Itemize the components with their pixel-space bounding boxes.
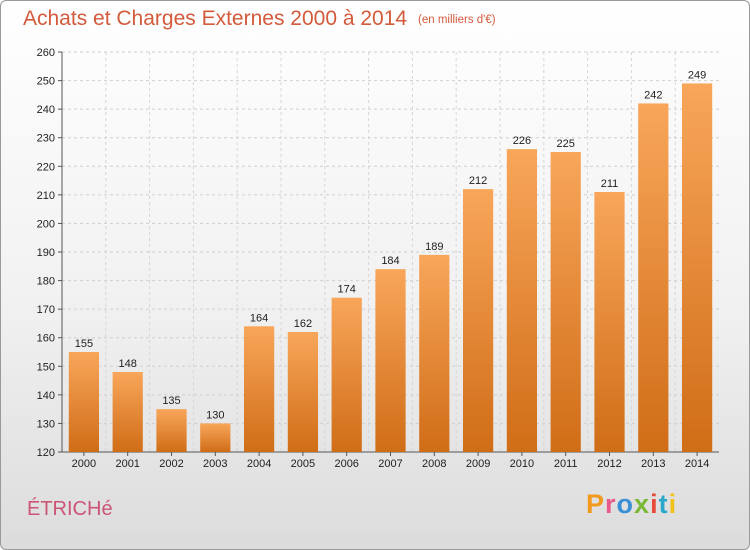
y-tick-label: 210 — [37, 190, 55, 202]
x-tick-label: 2012 — [597, 458, 621, 470]
bar-2012 — [594, 192, 625, 452]
data-label: 226 — [513, 135, 531, 147]
data-label: 189 — [425, 241, 443, 253]
y-tick-label: 250 — [37, 76, 55, 88]
y-tick-label: 120 — [37, 447, 55, 459]
commune-name: ÉTRICHé — [27, 498, 113, 520]
y-tick-label: 130 — [37, 418, 55, 430]
y-tick-label: 200 — [37, 218, 55, 230]
x-tick-label: 2006 — [334, 458, 358, 470]
x-tick-label: 2002 — [159, 458, 183, 470]
x-tick-label: 2010 — [510, 458, 534, 470]
data-label: 174 — [338, 284, 356, 296]
bar-2003 — [200, 423, 231, 452]
logo-letter: o — [616, 489, 635, 519]
data-labels: 155 148 135 130 164 162 174 184 189 212 226 225 211 2… — [75, 69, 707, 421]
bar-2007 — [375, 269, 406, 452]
y-tick-label: 160 — [37, 333, 55, 345]
data-label: 155 — [75, 338, 93, 350]
bar-2004 — [243, 326, 275, 452]
logo-letter: i — [650, 489, 659, 519]
y-tick-label: 170 — [37, 304, 55, 316]
bars — [68, 83, 713, 452]
data-label: 135 — [162, 395, 180, 407]
bar-2009 — [462, 189, 494, 452]
x-tick-label: 2009 — [466, 458, 490, 470]
bar-2014 — [681, 83, 713, 452]
proxiti-logo: Proxiti — [586, 489, 677, 520]
logo-letter: i — [668, 489, 678, 519]
bar-2006 — [331, 297, 362, 452]
logo-letter: x — [634, 489, 651, 519]
bar-2005 — [287, 332, 319, 452]
x-tick-label: 2007 — [378, 458, 402, 470]
x-tick-label: 2005 — [291, 458, 315, 470]
y-tick-label: 150 — [37, 361, 55, 373]
x-tick-label: 2008 — [422, 458, 446, 470]
data-label: 249 — [688, 69, 706, 81]
x-tick-label: 2001 — [115, 458, 139, 470]
bar-2011 — [550, 152, 581, 452]
bar-2001 — [112, 372, 143, 452]
logo-letter: P — [586, 489, 606, 519]
logo-letter: t — [658, 489, 669, 519]
bar-2002 — [156, 409, 187, 452]
data-label: 184 — [381, 255, 399, 267]
y-tick-label: 180 — [37, 276, 55, 288]
y-tick-label: 140 — [37, 390, 55, 402]
data-label: 130 — [206, 409, 224, 421]
logo-letter: r — [605, 489, 617, 519]
y-tick-label: 240 — [37, 104, 55, 116]
data-label: 162 — [294, 318, 312, 330]
bar-2008 — [419, 254, 450, 452]
x-tick-label: 2014 — [685, 458, 709, 470]
data-label: 148 — [119, 358, 137, 370]
y-tick-label: 230 — [37, 133, 55, 145]
x-tick-label: 2003 — [203, 458, 227, 470]
y-tick-label: 260 — [37, 47, 55, 59]
bar-2000 — [68, 352, 100, 452]
data-label: 242 — [644, 89, 662, 101]
x-tick-label: 2004 — [247, 458, 271, 470]
x-tick-label: 2000 — [72, 458, 96, 470]
chart-subtitle: (en milliers d'€) — [418, 14, 496, 26]
data-label: 212 — [469, 175, 487, 187]
data-label: 225 — [557, 138, 575, 150]
data-label: 211 — [601, 178, 619, 190]
chart-title: Achats et Charges Externes 2000 à 2014 — [23, 7, 408, 30]
data-label: 164 — [250, 312, 268, 324]
bar-2010 — [506, 149, 538, 452]
y-tick-label: 220 — [37, 161, 55, 173]
x-tick-label: 2013 — [641, 458, 665, 470]
y-tick-label: 190 — [37, 247, 55, 259]
x-tick-label: 2011 — [554, 458, 578, 470]
bar-2013 — [638, 103, 669, 452]
